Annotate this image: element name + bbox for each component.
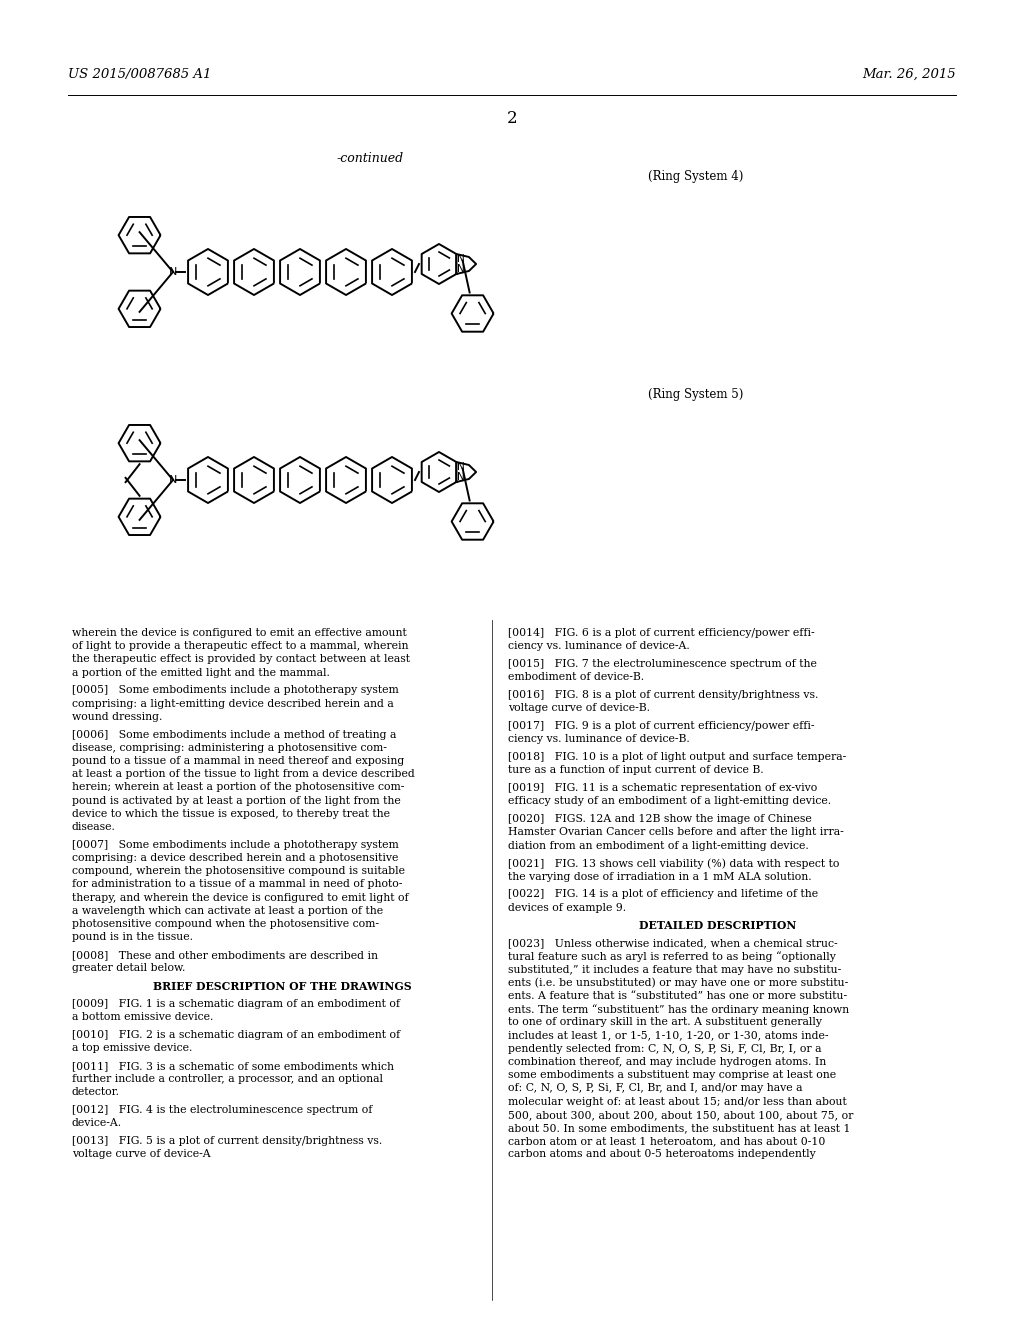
Text: detector.: detector. — [72, 1088, 120, 1097]
Text: [0016]   FIG. 8 is a plot of current density/brightness vs.: [0016] FIG. 8 is a plot of current densi… — [508, 690, 818, 700]
Text: disease.: disease. — [72, 822, 116, 832]
Text: of light to provide a therapeutic effect to a mammal, wherein: of light to provide a therapeutic effect… — [72, 642, 409, 651]
Text: ents. The term “substituent” has the ordinary meaning known: ents. The term “substituent” has the ord… — [508, 1005, 849, 1015]
Text: devices of example 9.: devices of example 9. — [508, 903, 626, 912]
Text: of: C, N, O, S, P, Si, F, Cl, Br, and I, and/or may have a: of: C, N, O, S, P, Si, F, Cl, Br, and I,… — [508, 1084, 803, 1093]
Text: [0010]   FIG. 2 is a schematic diagram of an embodiment of: [0010] FIG. 2 is a schematic diagram of … — [72, 1030, 400, 1040]
Text: [0013]   FIG. 5 is a plot of current density/brightness vs.: [0013] FIG. 5 is a plot of current densi… — [72, 1137, 382, 1146]
Text: [0017]   FIG. 9 is a plot of current efficiency/power effi-: [0017] FIG. 9 is a plot of current effic… — [508, 721, 814, 731]
Text: [0005]   Some embodiments include a phototherapy system: [0005] Some embodiments include a photot… — [72, 685, 398, 696]
Text: about 50. In some embodiments, the substituent has at least 1: about 50. In some embodiments, the subst… — [508, 1123, 851, 1133]
Text: ents. A feature that is “substituted” has one or more substitu-: ents. A feature that is “substituted” ha… — [508, 991, 847, 1001]
Text: carbon atom or at least 1 heteroatom, and has about 0-10: carbon atom or at least 1 heteroatom, an… — [508, 1137, 825, 1146]
Text: combination thereof, and may include hydrogen atoms. In: combination thereof, and may include hyd… — [508, 1057, 826, 1067]
Text: ciency vs. luminance of device-A.: ciency vs. luminance of device-A. — [508, 642, 690, 651]
Text: US 2015/0087685 A1: US 2015/0087685 A1 — [68, 69, 211, 81]
Text: ture as a function of input current of device B.: ture as a function of input current of d… — [508, 766, 764, 775]
Text: [0012]   FIG. 4 is the electroluminescence spectrum of: [0012] FIG. 4 is the electroluminescence… — [72, 1105, 373, 1115]
Text: pound to a tissue of a mammal in need thereof and exposing: pound to a tissue of a mammal in need th… — [72, 756, 404, 766]
Text: 500, about 300, about 200, about 150, about 100, about 75, or: 500, about 300, about 200, about 150, ab… — [508, 1110, 853, 1119]
Text: [0006]   Some embodiments include a method of treating a: [0006] Some embodiments include a method… — [72, 730, 396, 739]
Text: [0008]   These and other embodiments are described in: [0008] These and other embodiments are d… — [72, 950, 378, 960]
Text: photosensitive compound when the photosensitive com-: photosensitive compound when the photose… — [72, 919, 379, 929]
Text: tural feature such as aryl is referred to as being “optionally: tural feature such as aryl is referred t… — [508, 952, 836, 962]
Text: efficacy study of an embodiment of a light-emitting device.: efficacy study of an embodiment of a lig… — [508, 796, 831, 807]
Text: Hamster Ovarian Cancer cells before and after the light irra-: Hamster Ovarian Cancer cells before and … — [508, 828, 844, 837]
Text: [0022]   FIG. 14 is a plot of efficiency and lifetime of the: [0022] FIG. 14 is a plot of efficiency a… — [508, 890, 818, 899]
Text: a bottom emissive device.: a bottom emissive device. — [72, 1012, 213, 1022]
Text: disease, comprising: administering a photosensitive com-: disease, comprising: administering a pho… — [72, 743, 387, 752]
Text: substituted,” it includes a feature that may have no substitu-: substituted,” it includes a feature that… — [508, 965, 842, 974]
Text: a portion of the emitted light and the mammal.: a portion of the emitted light and the m… — [72, 668, 330, 677]
Text: a wavelength which can activate at least a portion of the: a wavelength which can activate at least… — [72, 906, 383, 916]
Text: molecular weight of: at least about 15; and/or less than about: molecular weight of: at least about 15; … — [508, 1097, 847, 1106]
Text: comprising: a device described herein and a photosensitive: comprising: a device described herein an… — [72, 853, 398, 863]
Text: diation from an embodiment of a light-emitting device.: diation from an embodiment of a light-em… — [508, 841, 809, 850]
Text: carbon atoms and about 0-5 heteroatoms independently: carbon atoms and about 0-5 heteroatoms i… — [508, 1150, 816, 1159]
Text: pound is in the tissue.: pound is in the tissue. — [72, 932, 193, 942]
Text: further include a controller, a processor, and an optional: further include a controller, a processo… — [72, 1074, 383, 1084]
Text: voltage curve of device-B.: voltage curve of device-B. — [508, 704, 650, 713]
Text: herein; wherein at least a portion of the photosensitive com-: herein; wherein at least a portion of th… — [72, 783, 404, 792]
Text: [0007]   Some embodiments include a phototherapy system: [0007] Some embodiments include a photot… — [72, 840, 398, 850]
Text: ciency vs. luminance of device-B.: ciency vs. luminance of device-B. — [508, 734, 690, 744]
Text: N: N — [457, 264, 465, 275]
Text: [0009]   FIG. 1 is a schematic diagram of an embodiment of: [0009] FIG. 1 is a schematic diagram of … — [72, 999, 400, 1008]
Text: some embodiments a substituent may comprise at least one: some embodiments a substituent may compr… — [508, 1071, 837, 1080]
Text: for administration to a tissue of a mammal in need of photo-: for administration to a tissue of a mamm… — [72, 879, 402, 890]
Text: comprising: a light-emitting device described herein and a: comprising: a light-emitting device desc… — [72, 698, 394, 709]
Text: -continued: -continued — [337, 152, 403, 165]
Text: N: N — [457, 253, 465, 264]
Text: [0018]   FIG. 10 is a plot of light output and surface tempera-: [0018] FIG. 10 is a plot of light output… — [508, 752, 846, 762]
Text: [0014]   FIG. 6 is a plot of current efficiency/power effi-: [0014] FIG. 6 is a plot of current effic… — [508, 628, 815, 638]
Text: [0019]   FIG. 11 is a schematic representation of ex-vivo: [0019] FIG. 11 is a schematic representa… — [508, 783, 817, 793]
Text: N: N — [169, 475, 177, 484]
Text: wherein the device is configured to emit an effective amount: wherein the device is configured to emit… — [72, 628, 407, 638]
Text: pendently selected from: C, N, O, S, P, Si, F, Cl, Br, I, or a: pendently selected from: C, N, O, S, P, … — [508, 1044, 821, 1053]
Text: (Ring System 4): (Ring System 4) — [648, 170, 743, 183]
Text: voltage curve of device-A: voltage curve of device-A — [72, 1150, 211, 1159]
Text: [0020]   FIGS. 12A and 12B show the image of Chinese: [0020] FIGS. 12A and 12B show the image … — [508, 814, 812, 824]
Text: Mar. 26, 2015: Mar. 26, 2015 — [862, 69, 956, 81]
Text: therapy, and wherein the device is configured to emit light of: therapy, and wherein the device is confi… — [72, 892, 409, 903]
Text: (Ring System 5): (Ring System 5) — [648, 388, 743, 401]
Text: compound, wherein the photosensitive compound is suitable: compound, wherein the photosensitive com… — [72, 866, 406, 876]
Text: the varying dose of irradiation in a 1 mM ALA solution.: the varying dose of irradiation in a 1 m… — [508, 871, 812, 882]
Text: to one of ordinary skill in the art. A substituent generally: to one of ordinary skill in the art. A s… — [508, 1018, 822, 1027]
Text: device-A.: device-A. — [72, 1118, 122, 1129]
Text: embodiment of device-B.: embodiment of device-B. — [508, 672, 644, 682]
Text: the therapeutic effect is provided by contact between at least: the therapeutic effect is provided by co… — [72, 655, 410, 664]
Text: ents (i.e. be unsubstituted) or may have one or more substitu-: ents (i.e. be unsubstituted) or may have… — [508, 978, 848, 989]
Text: DETAILED DESCRIPTION: DETAILED DESCRIPTION — [639, 920, 797, 932]
Text: pound is activated by at least a portion of the light from the: pound is activated by at least a portion… — [72, 796, 400, 805]
Text: [0023]   Unless otherwise indicated, when a chemical struc-: [0023] Unless otherwise indicated, when … — [508, 939, 838, 948]
Text: at least a portion of the tissue to light from a device described: at least a portion of the tissue to ligh… — [72, 770, 415, 779]
Text: BRIEF DESCRIPTION OF THE DRAWINGS: BRIEF DESCRIPTION OF THE DRAWINGS — [153, 981, 412, 993]
Text: N: N — [169, 267, 177, 277]
Text: N: N — [457, 473, 465, 483]
Text: greater detail below.: greater detail below. — [72, 964, 185, 973]
Text: 2: 2 — [507, 110, 517, 127]
Text: a top emissive device.: a top emissive device. — [72, 1043, 193, 1053]
Text: includes at least 1, or 1-5, 1-10, 1-20, or 1-30, atoms inde-: includes at least 1, or 1-5, 1-10, 1-20,… — [508, 1031, 828, 1040]
Text: [0021]   FIG. 13 shows cell viability (%) data with respect to: [0021] FIG. 13 shows cell viability (%) … — [508, 858, 840, 869]
Text: N: N — [457, 462, 465, 471]
Text: device to which the tissue is exposed, to thereby treat the: device to which the tissue is exposed, t… — [72, 809, 390, 818]
Text: [0011]   FIG. 3 is a schematic of some embodiments which: [0011] FIG. 3 is a schematic of some emb… — [72, 1061, 394, 1071]
Text: wound dressing.: wound dressing. — [72, 711, 163, 722]
Text: [0015]   FIG. 7 the electroluminescence spectrum of the: [0015] FIG. 7 the electroluminescence sp… — [508, 659, 817, 669]
